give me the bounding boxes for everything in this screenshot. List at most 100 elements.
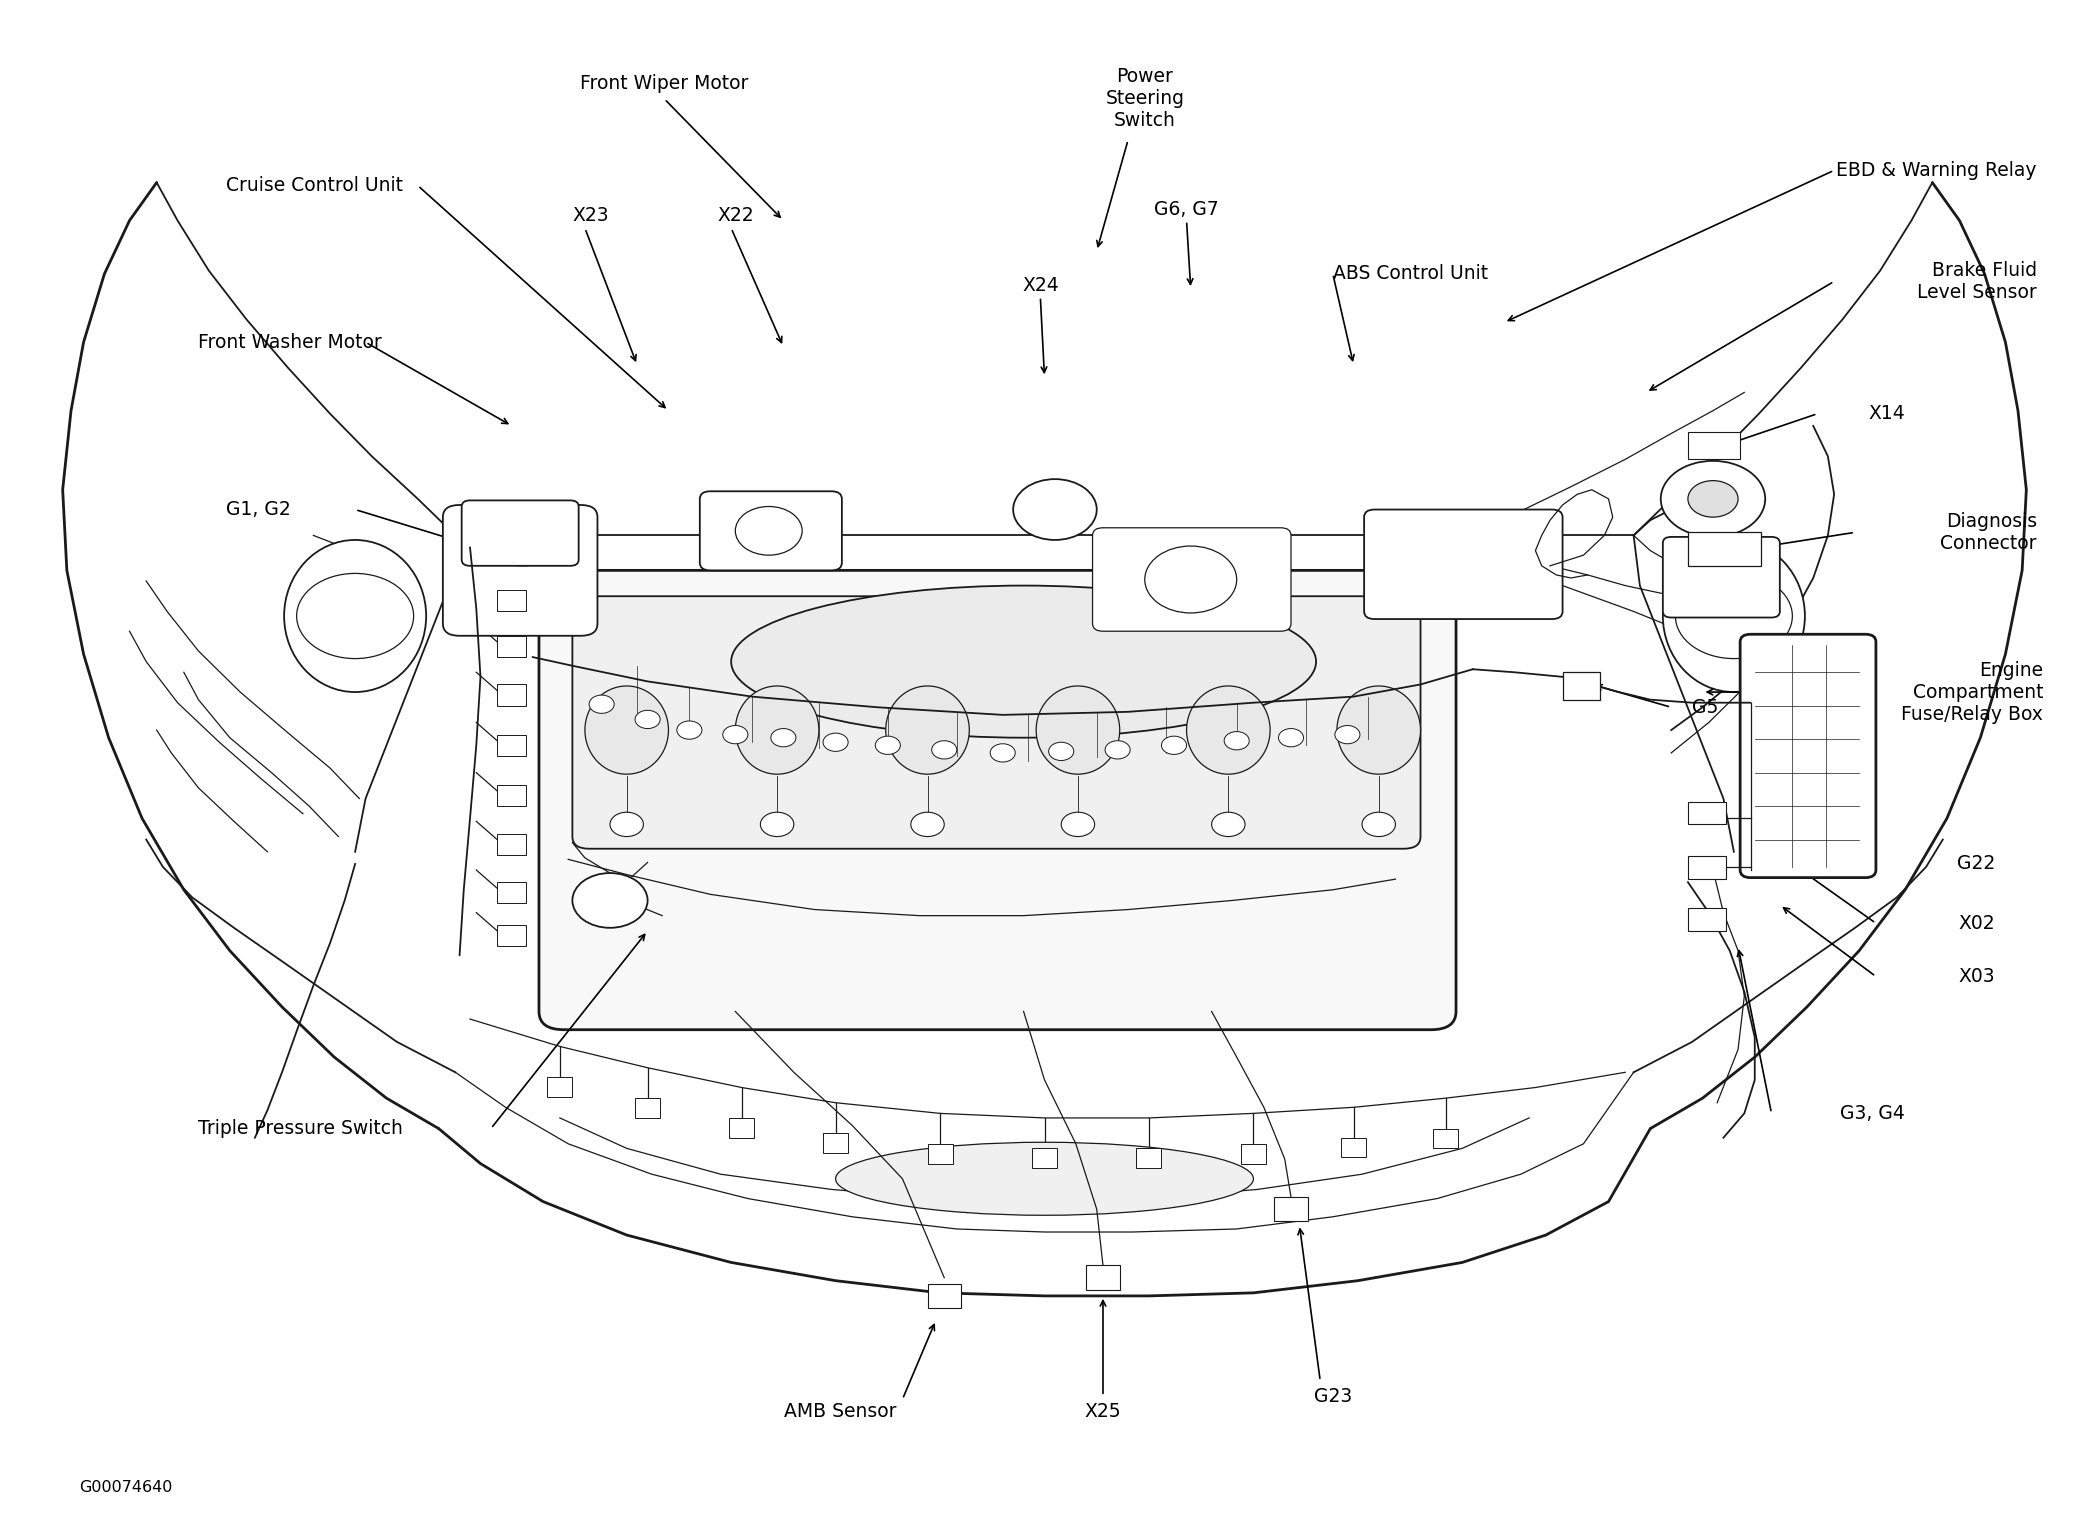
Ellipse shape: [284, 540, 426, 692]
Text: G23: G23: [1314, 1387, 1352, 1405]
Bar: [635, 1098, 660, 1118]
Text: Brake Fluid
Level Sensor: Brake Fluid Level Sensor: [1918, 262, 2037, 301]
Text: G6, G7: G6, G7: [1155, 201, 1218, 219]
Text: X03: X03: [1957, 967, 1995, 986]
Bar: [547, 1077, 572, 1097]
Bar: [1688, 856, 1726, 879]
Circle shape: [677, 721, 702, 739]
Bar: [1688, 432, 1740, 459]
Circle shape: [1105, 741, 1130, 759]
Ellipse shape: [1036, 686, 1120, 774]
FancyBboxPatch shape: [443, 505, 597, 636]
FancyBboxPatch shape: [1364, 510, 1563, 619]
Text: Diagnosis
Connector: Diagnosis Connector: [1941, 513, 2037, 552]
Text: Power
Steering
Switch: Power Steering Switch: [1105, 67, 1184, 131]
Ellipse shape: [1337, 686, 1421, 774]
Text: AMB Sensor: AMB Sensor: [783, 1402, 896, 1421]
Bar: [1274, 1197, 1308, 1221]
Bar: [1688, 532, 1761, 566]
Ellipse shape: [1187, 686, 1270, 774]
Text: Triple Pressure Switch: Triple Pressure Switch: [198, 1119, 403, 1138]
Ellipse shape: [735, 686, 819, 774]
Circle shape: [1224, 732, 1249, 750]
Circle shape: [1212, 812, 1245, 837]
Text: ABS Control Unit: ABS Control Unit: [1333, 265, 1487, 283]
Bar: [1563, 672, 1600, 700]
Circle shape: [760, 812, 794, 837]
Circle shape: [771, 729, 796, 747]
Bar: [497, 834, 526, 855]
FancyBboxPatch shape: [462, 500, 579, 566]
Circle shape: [1278, 729, 1304, 747]
Text: Engine
Compartment
Fuse/Relay Box: Engine Compartment Fuse/Relay Box: [1901, 660, 2043, 724]
Bar: [1688, 908, 1726, 931]
Circle shape: [1335, 726, 1360, 744]
Circle shape: [1049, 742, 1074, 760]
Circle shape: [1675, 573, 1792, 659]
Text: EBD & Warning Relay: EBD & Warning Relay: [1836, 161, 2037, 179]
Circle shape: [932, 741, 957, 759]
Text: X02: X02: [1957, 914, 1995, 932]
Circle shape: [1145, 546, 1237, 613]
FancyBboxPatch shape: [539, 570, 1456, 1030]
Circle shape: [572, 873, 648, 928]
Circle shape: [1161, 736, 1187, 754]
FancyBboxPatch shape: [572, 596, 1421, 849]
Text: G1, G2: G1, G2: [226, 500, 290, 519]
Bar: [1341, 1138, 1366, 1157]
Circle shape: [875, 736, 900, 754]
Ellipse shape: [731, 586, 1316, 738]
Bar: [1433, 1129, 1458, 1148]
Circle shape: [823, 733, 848, 751]
Bar: [497, 636, 526, 657]
Bar: [1241, 1144, 1266, 1164]
Text: G00074640: G00074640: [79, 1480, 173, 1495]
Text: Front Washer Motor: Front Washer Motor: [198, 333, 382, 351]
Circle shape: [1061, 812, 1095, 837]
Circle shape: [635, 710, 660, 729]
Circle shape: [990, 744, 1015, 762]
Text: G5: G5: [1692, 698, 1719, 716]
Bar: [1032, 1148, 1057, 1168]
FancyBboxPatch shape: [700, 491, 842, 570]
Bar: [928, 1144, 953, 1164]
Bar: [729, 1118, 754, 1138]
Bar: [497, 925, 526, 946]
Text: X23: X23: [572, 207, 610, 225]
Circle shape: [480, 505, 564, 566]
Bar: [497, 785, 526, 806]
Bar: [1136, 1148, 1161, 1168]
Ellipse shape: [886, 686, 969, 774]
Text: X14: X14: [1868, 405, 1905, 423]
Text: Front Wiper Motor: Front Wiper Motor: [581, 75, 748, 93]
Text: X22: X22: [717, 207, 754, 225]
Circle shape: [1013, 479, 1097, 540]
Ellipse shape: [1663, 540, 1805, 692]
Bar: [1086, 1265, 1120, 1290]
Bar: [823, 1133, 848, 1153]
Bar: [497, 882, 526, 903]
Bar: [497, 590, 526, 611]
Text: X25: X25: [1084, 1402, 1122, 1421]
Text: G3, G4: G3, G4: [1840, 1104, 1905, 1122]
FancyBboxPatch shape: [1093, 528, 1291, 631]
Circle shape: [911, 812, 944, 837]
Bar: [928, 1284, 961, 1308]
Circle shape: [723, 726, 748, 744]
Circle shape: [610, 812, 643, 837]
Bar: [1688, 802, 1726, 824]
Ellipse shape: [836, 1142, 1253, 1215]
Circle shape: [735, 506, 802, 555]
Circle shape: [589, 695, 614, 713]
Circle shape: [1661, 461, 1765, 537]
Circle shape: [1688, 481, 1738, 517]
Text: Cruise Control Unit: Cruise Control Unit: [226, 176, 403, 195]
Text: G22: G22: [1957, 855, 1995, 873]
Text: X24: X24: [1022, 277, 1059, 295]
FancyBboxPatch shape: [1663, 537, 1780, 618]
Circle shape: [297, 573, 414, 659]
Bar: [497, 735, 526, 756]
FancyBboxPatch shape: [1740, 634, 1876, 878]
Ellipse shape: [585, 686, 668, 774]
Circle shape: [1362, 812, 1395, 837]
